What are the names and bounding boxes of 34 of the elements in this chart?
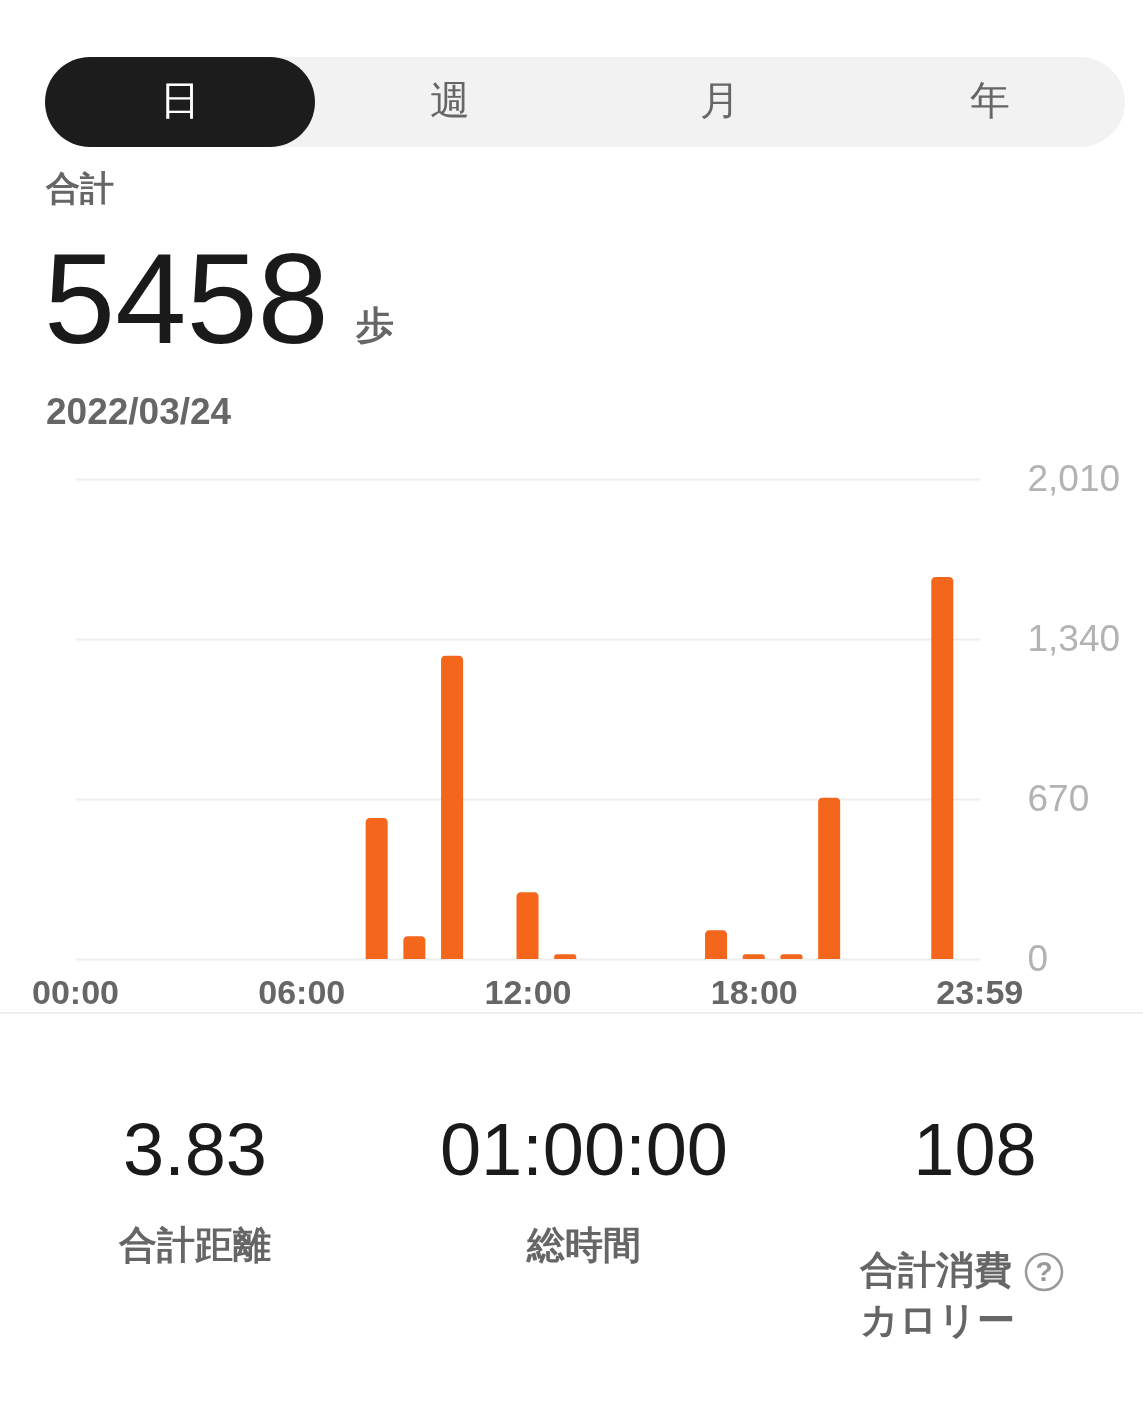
text: 01:00:00 (439, 1108, 729, 1191)
text: 5458 (44, 227, 329, 370)
bar (780, 954, 803, 959)
text: 日 (160, 78, 200, 122)
bar (554, 954, 577, 959)
y-tick-label: 0 (1027, 937, 1049, 979)
x-tick-label: 00:00 (32, 972, 119, 1011)
text: 月 (700, 78, 740, 122)
bar (818, 797, 841, 959)
bar (365, 818, 388, 959)
y-tick-label: 670 (1027, 777, 1090, 819)
bar (441, 655, 464, 959)
x-tick-label: 12:00 (484, 972, 572, 1011)
x-tick-label: 06:00 (258, 972, 346, 1011)
text: 合計 (45, 169, 114, 207)
text: 3.83 (122, 1108, 268, 1191)
text: ? (1035, 1256, 1053, 1287)
y-tick-label: 2,010 (1027, 457, 1121, 499)
bar (931, 576, 954, 959)
bar (742, 954, 765, 959)
text: 総時間 (526, 1224, 641, 1266)
x-tick-label: 18:00 (710, 972, 798, 1011)
text: 2022/03/24 (46, 391, 232, 432)
text: 歩 (355, 304, 394, 346)
bar (705, 930, 728, 959)
x-tick-label: 23:59 (936, 972, 1024, 1011)
text: 年 (970, 78, 1010, 122)
text: 週 (430, 78, 470, 122)
bar (516, 892, 539, 959)
text: 合計消費カロリー (859, 1249, 1015, 1341)
y-tick-label: 1,340 (1027, 617, 1121, 659)
text: 合計距離 (118, 1224, 271, 1266)
bar (403, 936, 426, 959)
text: 108 (913, 1108, 1037, 1191)
